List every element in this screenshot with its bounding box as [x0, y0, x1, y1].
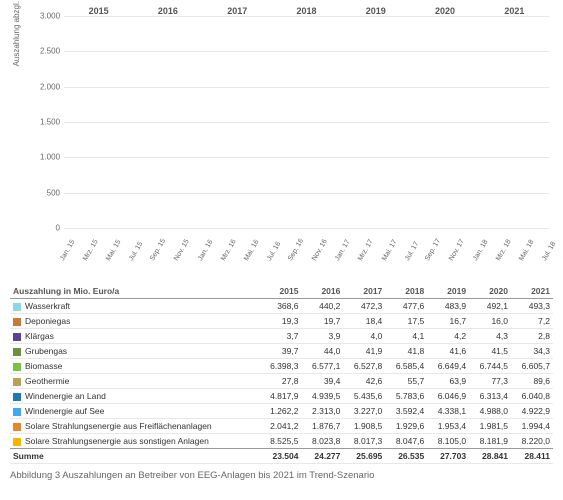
table-sum-row: Summe23.50424.27725.69526.53527.70328.84…	[10, 449, 553, 464]
y-tick-label: 1.000	[40, 153, 60, 162]
table-row: Solare Strahlungsenergie aus Freiflächen…	[10, 419, 553, 434]
x-tick-label: Jan. 16	[197, 239, 215, 262]
y-tick-label: 1.500	[40, 118, 60, 127]
x-tick-label: Mai. 16	[243, 239, 261, 262]
table-row: Wasserkraft368,6440,2472,3477,6483,9492,…	[10, 299, 553, 314]
table-col-header: 2019	[427, 284, 469, 299]
table-col-header: 2018	[385, 284, 427, 299]
x-tick-label: Jul. 17	[404, 241, 420, 262]
x-tick-label: Nov. 17	[448, 238, 466, 262]
legend-swatch	[13, 438, 21, 446]
table-header-row: Auszahlung in Mio. Euro/a201520162017201…	[10, 284, 553, 299]
y-tick-label: 500	[40, 188, 60, 197]
x-tick-label: Jul. 18	[541, 241, 557, 262]
x-tick-label: Mai. 15	[105, 239, 123, 262]
legend-swatch	[13, 303, 21, 311]
table-row: Biomasse6.398,36.577,16.527,86.585,46.64…	[10, 359, 553, 374]
y-tick-label: 2.000	[40, 82, 60, 91]
table-row: Deponiegas19,319,718,417,516,716,07,2	[10, 314, 553, 329]
table-col-header: 2017	[343, 284, 385, 299]
x-tick-label: Mrz. 17	[357, 238, 375, 262]
figure-caption: Abbildung 3 Auszahlungen an Betreiber vo…	[10, 470, 553, 481]
table-body: Wasserkraft368,6440,2472,3477,6483,9492,…	[10, 299, 553, 464]
x-tick-label: Nov. 15	[173, 238, 191, 262]
legend-swatch	[13, 333, 21, 341]
x-tick-label: Sep. 17	[424, 238, 442, 262]
table-col-header: 2021	[511, 284, 553, 299]
table-row: Windenergie an Land4.817,94.939,55.435,6…	[10, 389, 553, 404]
legend-swatch	[13, 348, 21, 356]
table-col-header: 2016	[301, 284, 343, 299]
legend-swatch	[13, 318, 21, 326]
y-tick-label: 0	[40, 224, 60, 233]
x-tick-label: Jan. 18	[472, 239, 490, 262]
y-tick-label: 3.000	[40, 12, 60, 21]
y-axis-label: Auszahlung abzgl. vNE Mio. Euro	[12, 0, 21, 66]
x-tick-label: Mai. 18	[518, 239, 536, 262]
x-tick-label: Jan. 15	[59, 239, 77, 262]
table-col-header: Auszahlung in Mio. Euro/a	[10, 284, 260, 299]
table-row: Klärgas3,73,94,04,14,24,32,8	[10, 329, 553, 344]
table-col-header: 2015	[260, 284, 302, 299]
x-tick-label: Jul. 16	[266, 241, 282, 262]
legend-swatch	[13, 378, 21, 386]
table-col-header: 2020	[469, 284, 511, 299]
bar-container	[64, 16, 549, 228]
table-row: Geothermie27,839,442,655,763,977,389,6	[10, 374, 553, 389]
table-row: Windenergie auf See1.262,22.313,03.227,0…	[10, 404, 553, 419]
legend-swatch	[13, 363, 21, 371]
x-tick-label: Jul. 15	[128, 241, 144, 262]
x-tick-label: Mrz. 18	[495, 238, 513, 262]
x-tick-label: Sep. 16	[287, 238, 305, 262]
x-tick-label: Nov. 16	[311, 238, 329, 262]
table-row: Grubengas39,744,041,941,841,641,534,3	[10, 344, 553, 359]
legend-swatch	[13, 408, 21, 416]
x-tick-label: Mrz. 15	[82, 238, 100, 262]
y-tick-label: 2.500	[40, 47, 60, 56]
x-axis-labels: Jan. 15Mrz. 15Mai. 15Jul. 15Sep. 15Nov. …	[64, 246, 549, 257]
x-tick-label: Jan. 17	[334, 239, 352, 262]
legend-swatch	[13, 423, 21, 431]
legend-swatch	[13, 393, 21, 401]
data-table: Auszahlung in Mio. Euro/a201520162017201…	[10, 284, 553, 464]
x-tick-label: Mrz. 16	[220, 238, 238, 262]
stacked-bar-chart: Auszahlung abzgl. vNE Mio. Euro 20152016…	[40, 6, 549, 246]
table-row: Solare Strahlungsenergie aus sonstigen A…	[10, 434, 553, 449]
x-tick-label: Sep. 15	[149, 238, 167, 262]
x-tick-label: Mai. 17	[381, 239, 399, 262]
